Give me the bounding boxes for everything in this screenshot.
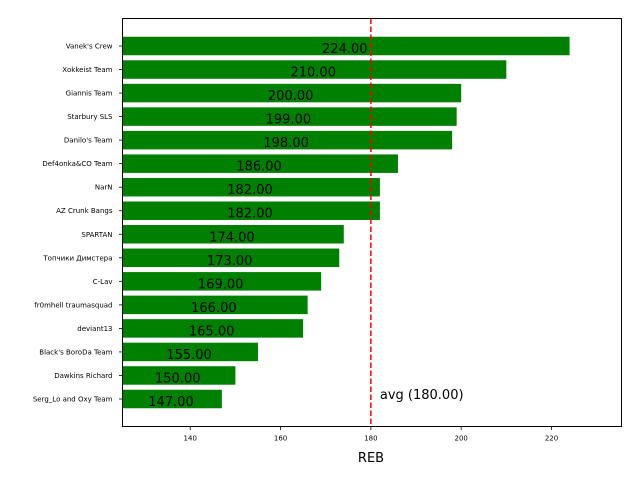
y-axis: Vanek's Crew Xokkeist Team Giannis Team Sta… <box>33 43 123 404</box>
y-tick-label: deviant13 <box>77 325 112 333</box>
value-label: 166.00 <box>191 301 237 316</box>
bar <box>122 130 453 150</box>
y-tick-label: SPARTAN <box>81 231 112 239</box>
bar <box>122 366 236 385</box>
bar <box>122 201 380 220</box>
y-tick-label: Black's BoroDa Team <box>39 348 112 356</box>
y-tick-label: Giannis Team <box>66 90 113 98</box>
value-label: 155.00 <box>166 348 212 363</box>
value-label: 199.00 <box>266 113 312 128</box>
bar <box>122 36 570 56</box>
plot-frame <box>122 18 622 427</box>
value-label: 150.00 <box>155 371 201 386</box>
bar <box>122 248 340 268</box>
x-tick-label: 220 <box>545 435 558 443</box>
bar <box>122 107 457 126</box>
bar <box>122 389 222 409</box>
bar <box>122 319 304 338</box>
value-label: 165.00 <box>189 324 235 339</box>
x-tick-label: 180 <box>364 435 377 443</box>
bar <box>122 154 398 173</box>
y-tick-label: fr0mhell traumasquad <box>34 301 112 309</box>
bar <box>122 60 507 79</box>
x-tick-label: 160 <box>274 435 287 443</box>
value-label: 173.00 <box>207 254 253 269</box>
value-label: 224.00 <box>322 42 368 57</box>
x-tick-label: 200 <box>455 435 468 443</box>
y-tick-label: AZ Crunk Bangs <box>56 207 113 215</box>
value-label: 169.00 <box>198 277 244 292</box>
value-label: 182.00 <box>227 183 273 198</box>
average-label: avg (180.00) <box>380 388 464 403</box>
y-tick-label: Dawkins Richard <box>54 372 112 380</box>
bar <box>122 272 322 291</box>
value-label: 186.00 <box>236 160 281 175</box>
y-tick-label: Def4onka&CO Team <box>42 160 112 168</box>
bar <box>122 83 462 103</box>
y-tick-label: Vanek's Crew <box>66 43 113 51</box>
bars <box>122 36 570 409</box>
x-axis: 140 160 180 200 220 <box>184 426 558 443</box>
y-tick-label: Xokkeist Team <box>62 66 112 74</box>
y-tick-label: C-Lav <box>93 278 113 286</box>
value-label: 198.00 <box>263 136 309 151</box>
y-tick-label: Starbury SLS <box>67 113 113 121</box>
value-labels: 224.00 210.00 200.00 199.00 198.00 186.00 182.… <box>148 42 367 410</box>
x-tick-label: 140 <box>184 435 197 443</box>
y-tick-label: Danilo's Team <box>64 137 113 145</box>
x-axis-label: REB <box>358 451 384 466</box>
value-label: 210.00 <box>290 66 336 81</box>
value-label: 182.00 <box>227 207 273 222</box>
y-tick-label: Топчики Димстера <box>42 254 112 262</box>
y-tick-label: NarN <box>95 184 113 192</box>
bar <box>122 225 344 244</box>
value-label: 147.00 <box>148 395 194 410</box>
value-label: 200.00 <box>268 89 314 104</box>
bar <box>122 295 308 315</box>
bar <box>122 177 380 197</box>
value-label: 174.00 <box>209 230 255 245</box>
bar <box>122 342 258 362</box>
y-tick-label: Serg_Lo and Oxy Team <box>33 396 113 404</box>
